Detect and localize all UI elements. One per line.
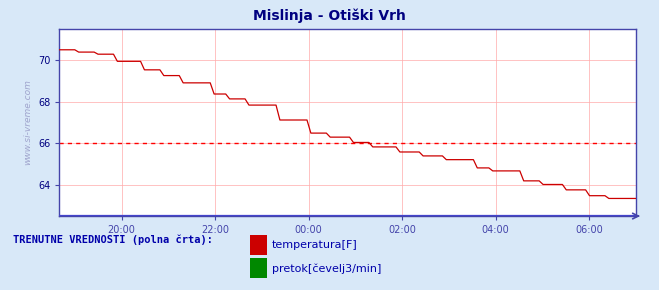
Text: www.si-vreme.com: www.si-vreme.com <box>23 79 32 166</box>
Text: pretok[čevelj3/min]: pretok[čevelj3/min] <box>272 263 381 273</box>
Text: Mislinja - Otiški Vrh: Mislinja - Otiški Vrh <box>253 9 406 23</box>
Text: temperatura[F]: temperatura[F] <box>272 240 357 250</box>
Text: TRENUTNE VREDNOSTI (polna črta):: TRENUTNE VREDNOSTI (polna črta): <box>13 235 213 245</box>
